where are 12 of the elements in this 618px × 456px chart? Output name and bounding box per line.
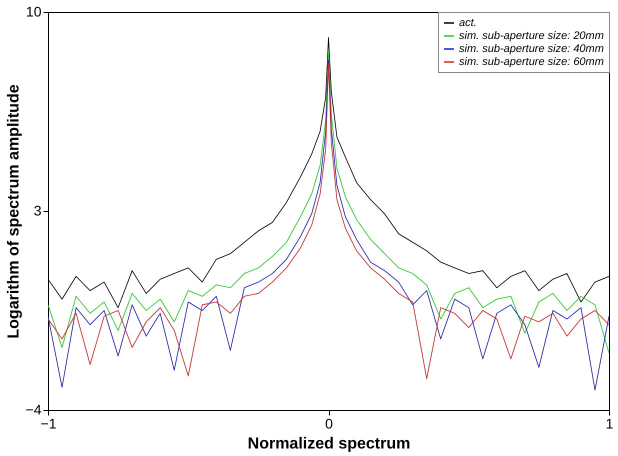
- legend-label: act.: [459, 17, 477, 29]
- y-axis-title: Logarithm of spectrum amplitude: [6, 84, 23, 339]
- x-tick-label: −1: [40, 416, 57, 432]
- legend-label: sim. sub-aperture size: 60mm: [459, 56, 604, 68]
- x-tick-label: 0: [325, 416, 334, 432]
- y-tick-label: 3: [34, 202, 42, 218]
- x-tick-label: 1: [606, 416, 614, 432]
- legend-label: sim. sub-aperture size: 40mm: [459, 43, 604, 55]
- y-tick-label: 10: [26, 4, 42, 20]
- legend-label: sim. sub-aperture size: 20mm: [459, 30, 604, 42]
- x-axis-title: Normalized spectrum: [248, 436, 410, 452]
- y-tick-label: −4: [26, 402, 42, 418]
